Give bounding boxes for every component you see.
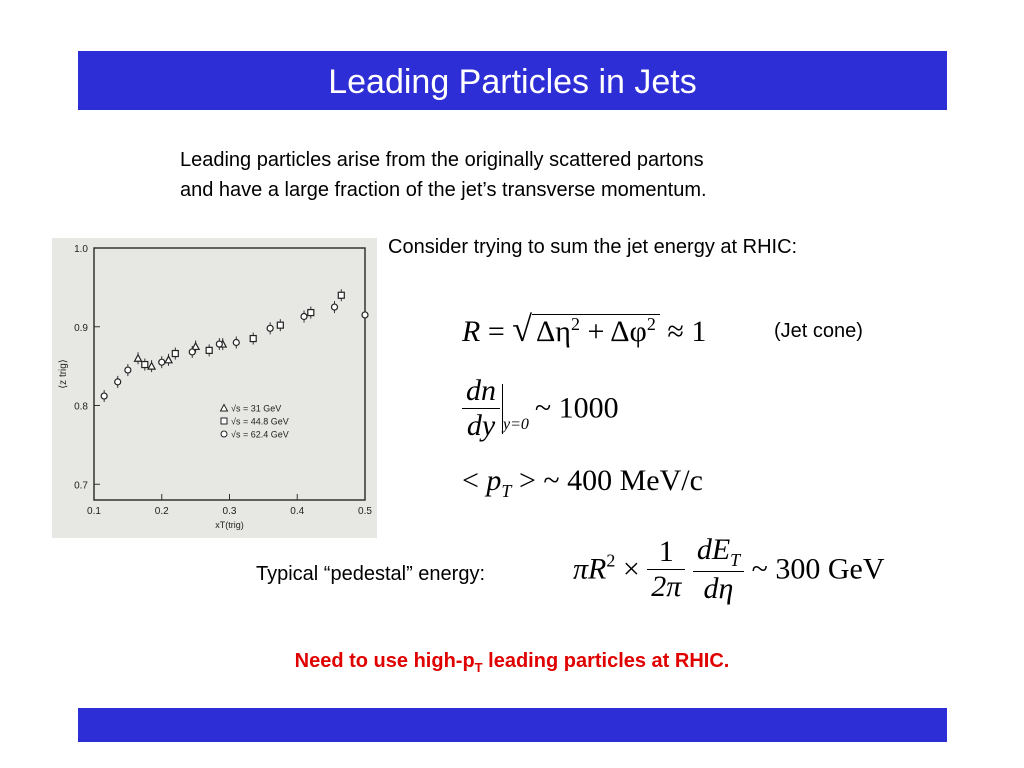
data-point-square — [276, 321, 284, 329]
ped-value: ~ 300 GeV — [751, 552, 885, 586]
eval-bar — [502, 383, 503, 434]
intro-text: Leading particles arise from the origina… — [180, 145, 707, 205]
y-tick-label: 0.9 — [74, 323, 88, 334]
y-tick-label: 0.7 — [74, 480, 88, 491]
cone-deta-exp: 2 — [571, 314, 580, 334]
multiplicity-equation: dn dy y=0 ~ 1000 — [462, 374, 619, 443]
pedestal-label: Typical “pedestal” energy: — [256, 563, 486, 585]
pt-close: > ~ 400 MeV/c — [518, 464, 703, 497]
legend-label: √s = 44.8 GeV — [231, 417, 289, 427]
jet-cone-label: (Jet cone) — [774, 320, 863, 342]
dndy-cond: y=0 — [503, 416, 529, 434]
data-point-square — [171, 349, 179, 358]
legend-label: √s = 31 GeV — [231, 404, 281, 414]
data-point-circle — [188, 348, 196, 356]
legend-marker-circle — [220, 430, 228, 438]
x-tick-label: 0.1 — [87, 506, 101, 517]
conclusion-pre: Need to use high-p — [294, 650, 475, 672]
mean-pt-equation: < pT > ~ 400 MeV/c — [462, 464, 703, 502]
cone-equals: = — [487, 315, 505, 348]
legend-label: √s = 62.4 GeV — [231, 430, 289, 440]
pt-open: < — [462, 464, 479, 497]
dndy-fraction: dn dy — [462, 374, 500, 443]
y-axis-label: ⟨z trig⟩ — [58, 359, 69, 389]
data-point-circle — [124, 366, 132, 374]
cone-dphi-exp: 2 — [646, 314, 656, 334]
ped-frac-1: 1 2π — [647, 535, 686, 604]
ped-2pi: 2π — [651, 570, 682, 603]
plot-frame — [93, 247, 366, 501]
y-tick-label: 1.0 — [74, 244, 88, 255]
footer-bar — [78, 708, 947, 742]
data-point-circle — [114, 378, 122, 386]
data-point-square — [249, 334, 257, 343]
data-point-circle — [215, 340, 223, 348]
sqrt-body: Δη2 + Δφ2 — [532, 314, 660, 348]
intro-line-2: and have a large fraction of the jet’s t… — [180, 179, 707, 201]
cone-R: R — [462, 315, 481, 348]
y-tick-label: 0.8 — [74, 402, 88, 413]
data-point-triangle — [164, 355, 174, 364]
conclusion-sub: T — [474, 660, 483, 675]
title-bar — [78, 51, 947, 110]
legend-marker-square — [220, 417, 228, 425]
slide-title: Leading Particles in Jets — [328, 63, 697, 101]
pedestal-equation: πR2 × 1 2π dET dη ~ 300 GeV — [573, 533, 885, 606]
x-tick-label: 0.5 — [358, 506, 372, 517]
x-tick-label: 0.2 — [155, 506, 169, 517]
cone-equation: R = √ Δη2 + Δφ2 ≈ 1 — [462, 308, 706, 350]
ped-exp: 2 — [606, 550, 616, 571]
sqrt-sign: √ — [512, 309, 533, 349]
x-tick-label: 0.3 — [223, 506, 237, 517]
conclusion-text: Need to use high-pT leading particles at… — [0, 650, 1024, 675]
conclusion-post: leading particles at RHIC. — [482, 650, 730, 672]
data-point-triangle — [191, 341, 201, 351]
ped-dE-sub: T — [730, 550, 741, 570]
data-point-circle — [300, 312, 308, 321]
scatter-chart: 0.7 0.8 0.9 1.0 0.1 0.2 0.3 0.4 0.5 xT(trig) ⟨z tr… — [58, 244, 372, 530]
cone-deta: Δη — [536, 315, 571, 348]
ped-deta: dη — [703, 572, 734, 605]
data-point-square — [205, 346, 213, 354]
cone-approx: ≈ 1 — [667, 315, 707, 348]
pt-p: p — [486, 464, 502, 497]
consider-text: Consider trying to sum the jet energy at… — [388, 236, 798, 258]
dndy-value: ~ 1000 — [534, 391, 619, 425]
ped-dE: dET — [692, 533, 745, 572]
data-point-square — [337, 291, 345, 299]
cone-dphi: Δφ — [610, 315, 647, 348]
data-point-circle — [266, 324, 274, 332]
data-point-circle — [330, 303, 339, 311]
legend-marker-triangle — [219, 403, 229, 412]
ped-times: × — [622, 552, 640, 586]
data-point-triangle — [147, 361, 157, 370]
data-point-square — [307, 308, 315, 317]
ped-piR: πR — [573, 552, 607, 586]
pt-sub: T — [501, 481, 512, 501]
ped-one: 1 — [647, 535, 686, 570]
data-point-circle — [100, 392, 108, 400]
data-point-triangle — [133, 353, 143, 362]
leading-particle-plot: 0.7 0.8 0.9 1.0 0.1 0.2 0.3 0.4 0.5 xT(trig) ⟨z tr… — [52, 238, 377, 538]
data-point-circle — [232, 338, 240, 347]
data-point-circle — [361, 311, 369, 319]
dndy-num: dn — [462, 374, 500, 409]
intro-line-1: Leading particles arise from the origina… — [180, 149, 704, 171]
ped-frac-2: dET dη — [692, 533, 745, 606]
dndy-den: dy — [466, 409, 496, 442]
x-tick-label: 0.4 — [290, 506, 304, 517]
ped-dE-text: dE — [696, 533, 731, 566]
x-axis-label: xT(trig) — [215, 520, 244, 530]
data-point-square — [141, 360, 149, 369]
data-point-circle — [158, 358, 166, 366]
